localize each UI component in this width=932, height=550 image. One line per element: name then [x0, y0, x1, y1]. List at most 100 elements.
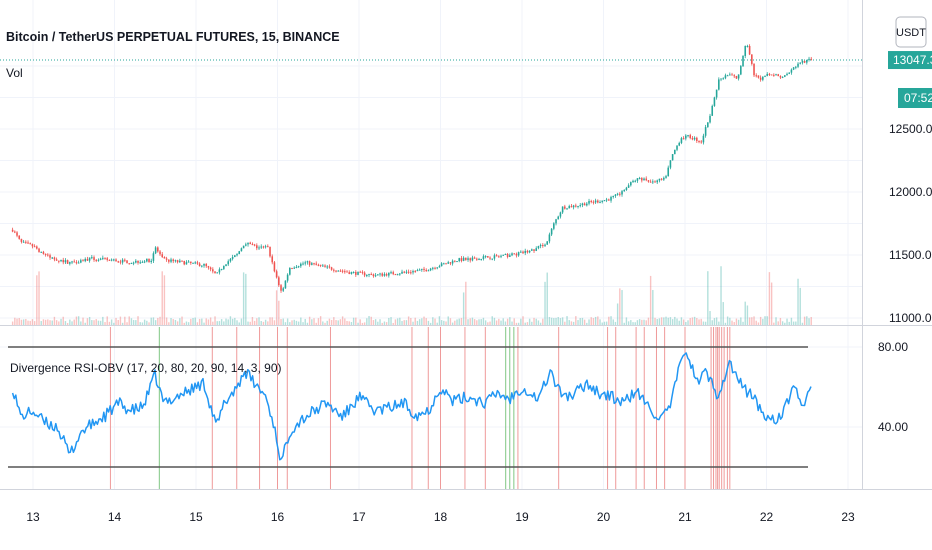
candle-body[interactable] — [289, 267, 291, 275]
candle-body[interactable] — [330, 267, 333, 270]
candle-body[interactable] — [40, 251, 43, 253]
candle-body[interactable] — [588, 200, 590, 204]
candle-body[interactable] — [11, 229, 14, 232]
candle-body[interactable] — [515, 253, 518, 256]
candle-body[interactable] — [282, 288, 285, 291]
candle-body[interactable] — [80, 260, 82, 263]
candle-body[interactable] — [370, 274, 373, 276]
candle-body[interactable] — [630, 182, 632, 186]
candle-body[interactable] — [524, 250, 527, 254]
candle-body[interactable] — [748, 46, 751, 55]
candle-body[interactable] — [663, 177, 665, 180]
candle-body[interactable] — [333, 269, 335, 271]
candle-body[interactable] — [561, 206, 564, 213]
candle-body[interactable] — [729, 74, 731, 76]
candle-body[interactable] — [671, 154, 674, 161]
candle-body[interactable] — [124, 259, 126, 261]
candle-body[interactable] — [104, 257, 106, 259]
candle-body[interactable] — [713, 97, 716, 106]
candle-body[interactable] — [414, 271, 417, 273]
candle-body[interactable] — [704, 127, 707, 136]
candle-body[interactable] — [649, 181, 652, 183]
candle-body[interactable] — [344, 271, 346, 273]
candle-body[interactable] — [693, 137, 696, 140]
candle-body[interactable] — [152, 253, 155, 261]
candle-body[interactable] — [586, 203, 588, 206]
candle-body[interactable] — [665, 176, 667, 178]
candle-body[interactable] — [669, 160, 672, 168]
candle-body[interactable] — [636, 178, 639, 181]
candle-body[interactable] — [51, 257, 54, 259]
candle-body[interactable] — [36, 246, 38, 249]
candle-body[interactable] — [612, 195, 615, 197]
candle-body[interactable] — [350, 272, 353, 274]
candle-body[interactable] — [808, 58, 810, 60]
candle-body[interactable] — [132, 262, 135, 264]
candle-body[interactable] — [764, 75, 766, 77]
candle-body[interactable] — [385, 274, 388, 276]
candle-body[interactable] — [416, 270, 419, 272]
candle-body[interactable] — [84, 258, 87, 262]
candle-body[interactable] — [300, 263, 302, 267]
candle-body[interactable] — [539, 245, 542, 247]
candle-body[interactable] — [520, 251, 522, 253]
candle-body[interactable] — [638, 178, 641, 180]
candle-body[interactable] — [251, 244, 254, 246]
candle-body[interactable] — [227, 261, 230, 265]
candle-body[interactable] — [421, 268, 423, 270]
candle-body[interactable] — [348, 272, 351, 274]
candle-body[interactable] — [245, 244, 247, 246]
candle-body[interactable] — [154, 247, 157, 254]
candle-body[interactable] — [405, 271, 408, 273]
candle-body[interactable] — [594, 200, 597, 203]
candle-body[interactable] — [548, 234, 551, 242]
candle-body[interactable] — [810, 58, 813, 60]
candle-body[interactable] — [577, 205, 579, 207]
candle-body[interactable] — [784, 75, 786, 77]
candle-body[interactable] — [401, 271, 403, 274]
candle-body[interactable] — [746, 46, 749, 48]
candle-body[interactable] — [33, 246, 36, 248]
candle-body[interactable] — [469, 258, 472, 261]
candle-body[interactable] — [234, 255, 236, 258]
candle-body[interactable] — [203, 263, 205, 266]
candle-body[interactable] — [71, 261, 73, 263]
candle-body[interactable] — [685, 135, 687, 139]
candle-body[interactable] — [110, 259, 113, 261]
candle-body[interactable] — [42, 251, 45, 254]
candle-body[interactable] — [99, 258, 102, 260]
candle-body[interactable] — [238, 251, 241, 255]
candles[interactable] — [11, 44, 813, 293]
candle-body[interactable] — [295, 266, 298, 268]
candle-body[interactable] — [379, 273, 381, 275]
candle-body[interactable] — [304, 262, 307, 264]
candle-body[interactable] — [751, 54, 753, 64]
candle-body[interactable] — [608, 199, 610, 201]
candle-body[interactable] — [517, 252, 520, 256]
candle-body[interactable] — [324, 265, 326, 267]
candle-body[interactable] — [788, 72, 791, 74]
candle-body[interactable] — [566, 208, 568, 210]
candle-body[interactable] — [531, 249, 533, 251]
candle-body[interactable] — [715, 89, 718, 98]
candle-body[interactable] — [253, 244, 256, 246]
candle-body[interactable] — [183, 261, 186, 265]
candle-body[interactable] — [476, 258, 478, 260]
candle-body[interactable] — [726, 75, 729, 77]
candle-body[interactable] — [555, 219, 557, 224]
candle-body[interactable] — [581, 203, 584, 206]
candle-body[interactable] — [550, 228, 553, 235]
candle-body[interactable] — [306, 261, 309, 263]
candle-body[interactable] — [209, 267, 212, 270]
candle-body[interactable] — [328, 266, 331, 268]
candle-body[interactable] — [590, 200, 593, 202]
candle-body[interactable] — [128, 263, 131, 265]
candle-body[interactable] — [205, 263, 208, 267]
candle-body[interactable] — [460, 258, 463, 261]
candle-body[interactable] — [724, 75, 727, 79]
candle-body[interactable] — [425, 269, 428, 272]
candle-body[interactable] — [201, 265, 203, 267]
candle-body[interactable] — [597, 200, 599, 203]
candle-body[interactable] — [326, 266, 329, 268]
